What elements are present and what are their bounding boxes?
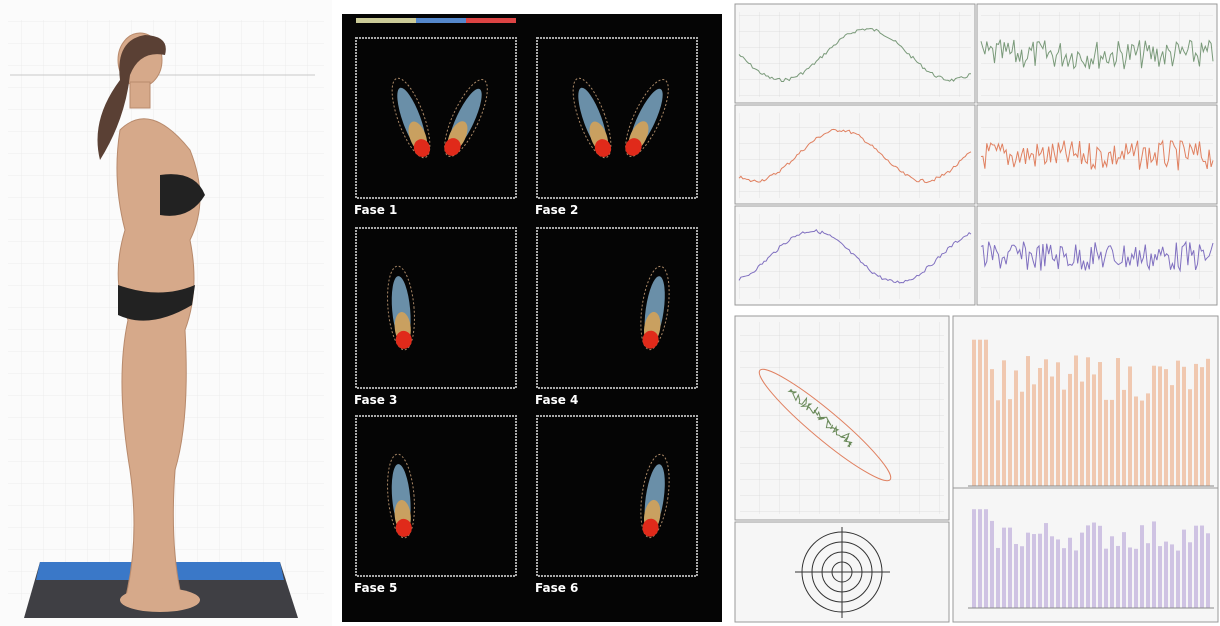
bar — [1140, 401, 1144, 486]
bar — [1080, 533, 1084, 608]
bar — [984, 340, 988, 486]
bar — [1200, 526, 1204, 608]
bar — [1074, 355, 1078, 486]
bar — [1074, 550, 1078, 608]
bar — [1092, 523, 1096, 608]
bar — [1176, 361, 1180, 486]
bar — [1200, 367, 1204, 486]
bar — [1188, 389, 1192, 486]
bar — [1182, 530, 1186, 608]
bar — [1056, 539, 1060, 608]
bar — [1062, 390, 1066, 486]
bar — [1116, 546, 1120, 608]
bar — [1020, 392, 1024, 486]
bar — [1158, 366, 1162, 486]
bar — [1134, 396, 1138, 486]
chart-grid — [739, 113, 971, 198]
bar — [1128, 366, 1132, 486]
bar — [1062, 548, 1066, 608]
bar — [1092, 374, 1096, 486]
bar — [1068, 374, 1072, 486]
bar — [1110, 536, 1114, 608]
stabilogram-panel — [735, 4, 1217, 305]
bar — [1146, 543, 1150, 608]
bar — [1170, 544, 1174, 608]
bar — [1002, 360, 1006, 486]
bar — [990, 369, 994, 486]
bar — [1104, 549, 1108, 608]
scatter-grid — [740, 322, 944, 514]
bar — [978, 509, 982, 608]
pressure-panel: Fase 1 Fase 2 Fase 3 Fase 4 Fase 5 Fase 6 — [342, 14, 722, 622]
bar — [972, 509, 976, 608]
posture-photo — [0, 0, 332, 626]
bar — [1104, 400, 1108, 486]
bar — [1020, 546, 1024, 608]
bar — [1068, 538, 1072, 608]
bar — [1122, 390, 1126, 486]
bar — [1014, 370, 1018, 486]
phase-label: Fase 6 — [535, 581, 578, 595]
bar — [1194, 526, 1198, 608]
bar — [1146, 393, 1150, 486]
phase-label: Fase 2 — [535, 203, 578, 217]
bar — [1038, 534, 1042, 608]
bar — [1080, 382, 1084, 486]
bar — [1098, 362, 1102, 486]
phase-label: Fase 4 — [535, 393, 578, 407]
bar — [1008, 399, 1012, 486]
bar — [990, 521, 994, 608]
bar — [1056, 362, 1060, 486]
phase-label: Fase 5 — [354, 581, 397, 595]
bar — [1008, 528, 1012, 608]
bar — [1026, 356, 1030, 486]
bar — [1086, 357, 1090, 486]
bar — [1134, 549, 1138, 608]
bar — [1032, 534, 1036, 608]
bar — [1152, 366, 1156, 486]
bar — [1110, 400, 1114, 486]
bar — [1182, 367, 1186, 486]
bar — [1194, 364, 1198, 486]
bar — [972, 340, 976, 486]
bar — [1050, 536, 1054, 608]
bar — [984, 509, 988, 608]
chart-grid — [739, 214, 971, 299]
bar — [1188, 542, 1192, 608]
analysis-panel — [735, 316, 1218, 622]
bar — [1128, 548, 1132, 608]
bar — [1002, 528, 1006, 608]
bar — [978, 340, 982, 486]
bar — [1164, 369, 1168, 486]
bar — [1122, 532, 1126, 608]
bar — [1038, 368, 1042, 486]
bar — [1026, 533, 1030, 608]
chart-grid — [981, 214, 1213, 299]
bar — [1206, 359, 1210, 486]
bar — [1206, 533, 1210, 608]
bar — [1152, 521, 1156, 608]
bar — [1044, 359, 1048, 486]
chart-grid — [981, 12, 1213, 97]
bar — [996, 400, 1000, 486]
bar — [1032, 384, 1036, 486]
bar — [1098, 526, 1102, 608]
composite: Fase 1 Fase 2 Fase 3 Fase 4 Fase 5 Fase 6 — [0, 0, 1220, 626]
bar — [1158, 546, 1162, 608]
bar — [1176, 551, 1180, 608]
bar — [1164, 542, 1168, 608]
bar — [1170, 385, 1174, 486]
phase-label: Fase 3 — [354, 393, 397, 407]
bar — [1116, 358, 1120, 486]
bar — [1140, 525, 1144, 608]
bar — [996, 548, 1000, 608]
chart-grid — [739, 12, 971, 97]
chart-grid — [981, 113, 1213, 198]
bar — [1050, 377, 1054, 486]
bar — [1014, 544, 1018, 608]
bar — [1044, 523, 1048, 608]
bar — [1086, 525, 1090, 608]
phase-label: Fase 1 — [354, 203, 397, 217]
